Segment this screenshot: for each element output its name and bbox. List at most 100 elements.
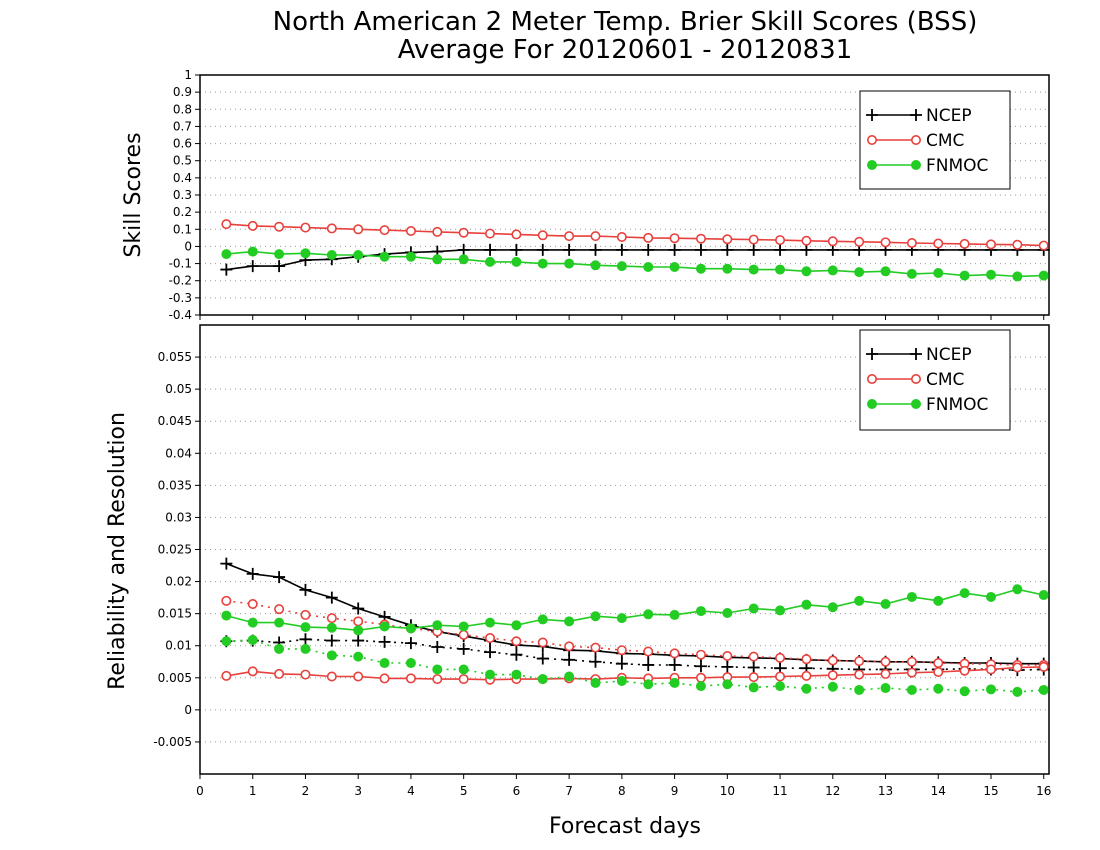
- x-tick-label: 15: [983, 784, 998, 798]
- series-line-fnmoc-solid: [226, 588, 1044, 632]
- data-point-cmc: [643, 232, 654, 243]
- data-point-cmc: [432, 674, 443, 685]
- data-point-fnmoc: [564, 616, 575, 627]
- data-point-fnmoc: [537, 258, 548, 269]
- data-point-cmc: [880, 237, 891, 248]
- data-point-cmc: [801, 235, 812, 246]
- data-point-ncep: [220, 263, 233, 276]
- data-point-fnmoc: [959, 270, 970, 281]
- data-point-cmc: [775, 652, 786, 663]
- data-point-fnmoc: [432, 664, 443, 675]
- y-tick-label: 0.05: [165, 382, 192, 396]
- legend-label-cmc: CMC: [926, 370, 964, 390]
- data-point-ncep: [246, 260, 259, 273]
- y-tick-label: 0: [184, 239, 192, 253]
- data-point-fnmoc: [722, 608, 733, 619]
- data-point-ncep: [220, 557, 233, 570]
- data-point-fnmoc: [564, 258, 575, 269]
- data-point-ncep: [273, 260, 286, 273]
- data-point-cmc: [405, 226, 416, 237]
- data-point-fnmoc: [405, 251, 416, 262]
- data-point-ncep: [246, 567, 259, 580]
- data-point-cmc: [1012, 239, 1023, 250]
- data-point-fnmoc: [959, 686, 970, 697]
- series-line-fnmoc-dotted: [226, 639, 1044, 693]
- data-point-fnmoc: [432, 254, 443, 265]
- data-point-cmc: [695, 233, 706, 244]
- data-point-ncep: [431, 640, 444, 653]
- data-point-ncep: [615, 657, 628, 670]
- data-point-fnmoc: [669, 609, 680, 620]
- data-point-fnmoc: [775, 605, 786, 616]
- data-point-fnmoc: [326, 622, 337, 633]
- data-point-fnmoc: [827, 602, 838, 613]
- series-line-cmc-solid: [226, 223, 1044, 247]
- data-point-ncep: [510, 243, 523, 256]
- data-point-fnmoc: [1038, 684, 1049, 695]
- data-point-cmc: [880, 656, 891, 667]
- data-point-cmc: [511, 636, 522, 647]
- data-point-fnmoc: [485, 669, 496, 680]
- data-point-fnmoc: [458, 621, 469, 632]
- data-point-fnmoc: [643, 262, 654, 272]
- data-point-fnmoc: [590, 611, 601, 622]
- data-point-cmc: [221, 595, 232, 606]
- data-point-fnmoc: [906, 591, 917, 602]
- data-point-cmc: [722, 650, 733, 661]
- data-point-ncep: [352, 602, 365, 615]
- chart-title-line2: Average For 20120601 - 20120831: [398, 35, 853, 65]
- data-point-fnmoc: [669, 677, 680, 688]
- data-point-cmc: [485, 633, 496, 644]
- data-point-fnmoc: [537, 614, 548, 625]
- data-point-cmc: [959, 238, 970, 249]
- data-point-ncep: [694, 660, 707, 673]
- y-tick-label: 0.3: [173, 188, 192, 202]
- data-point-cmc: [748, 672, 759, 683]
- plot-frame: [199, 74, 1050, 316]
- y-tick-label: 0.055: [158, 350, 192, 364]
- data-point-cmc: [485, 228, 496, 239]
- data-point-cmc: [933, 667, 944, 678]
- data-point-ncep: [589, 243, 602, 256]
- x-tick-label: 5: [460, 784, 468, 798]
- y-tick-label: 0: [184, 703, 192, 717]
- data-point-fnmoc: [432, 620, 443, 631]
- data-point-fnmoc: [379, 251, 390, 262]
- data-point-cmc: [458, 674, 469, 685]
- data-point-cmc: [274, 668, 285, 679]
- data-point-cmc: [985, 664, 996, 675]
- data-point-fnmoc: [748, 682, 759, 693]
- y-tick-label: 0.025: [158, 543, 192, 557]
- x-axis-title: Forecast days: [549, 814, 701, 839]
- data-point-cmc: [458, 227, 469, 238]
- data-point-fnmoc: [274, 643, 285, 654]
- data-point-fnmoc: [405, 623, 416, 634]
- y-tick-label: 0.045: [158, 414, 192, 428]
- data-point-fnmoc: [906, 684, 917, 695]
- data-point-cmc: [326, 223, 337, 234]
- data-point-cmc: [274, 221, 285, 232]
- data-point-ncep: [536, 652, 549, 665]
- y-tick-label: -0.3: [169, 291, 192, 305]
- data-point-cmc: [1038, 661, 1049, 672]
- data-point-fnmoc: [221, 610, 232, 621]
- data-point-cmc: [616, 232, 627, 243]
- legend-marker-fnmoc: [867, 160, 877, 170]
- data-point-cmc: [906, 656, 917, 667]
- data-point-cmc: [300, 609, 311, 620]
- data-point-fnmoc: [353, 651, 364, 662]
- x-tick-label: 13: [878, 784, 893, 798]
- data-point-ncep: [774, 243, 787, 256]
- data-point-fnmoc: [247, 634, 258, 645]
- legend-marker-cmc: [866, 373, 877, 384]
- data-point-fnmoc: [880, 683, 891, 694]
- data-point-cmc: [590, 231, 601, 242]
- data-point-fnmoc: [775, 264, 786, 275]
- data-point-fnmoc: [695, 606, 706, 617]
- data-point-cmc: [564, 231, 575, 242]
- data-point-cmc: [933, 658, 944, 669]
- data-point-cmc: [1012, 662, 1023, 673]
- data-point-cmc: [748, 651, 759, 662]
- data-point-fnmoc: [722, 679, 733, 690]
